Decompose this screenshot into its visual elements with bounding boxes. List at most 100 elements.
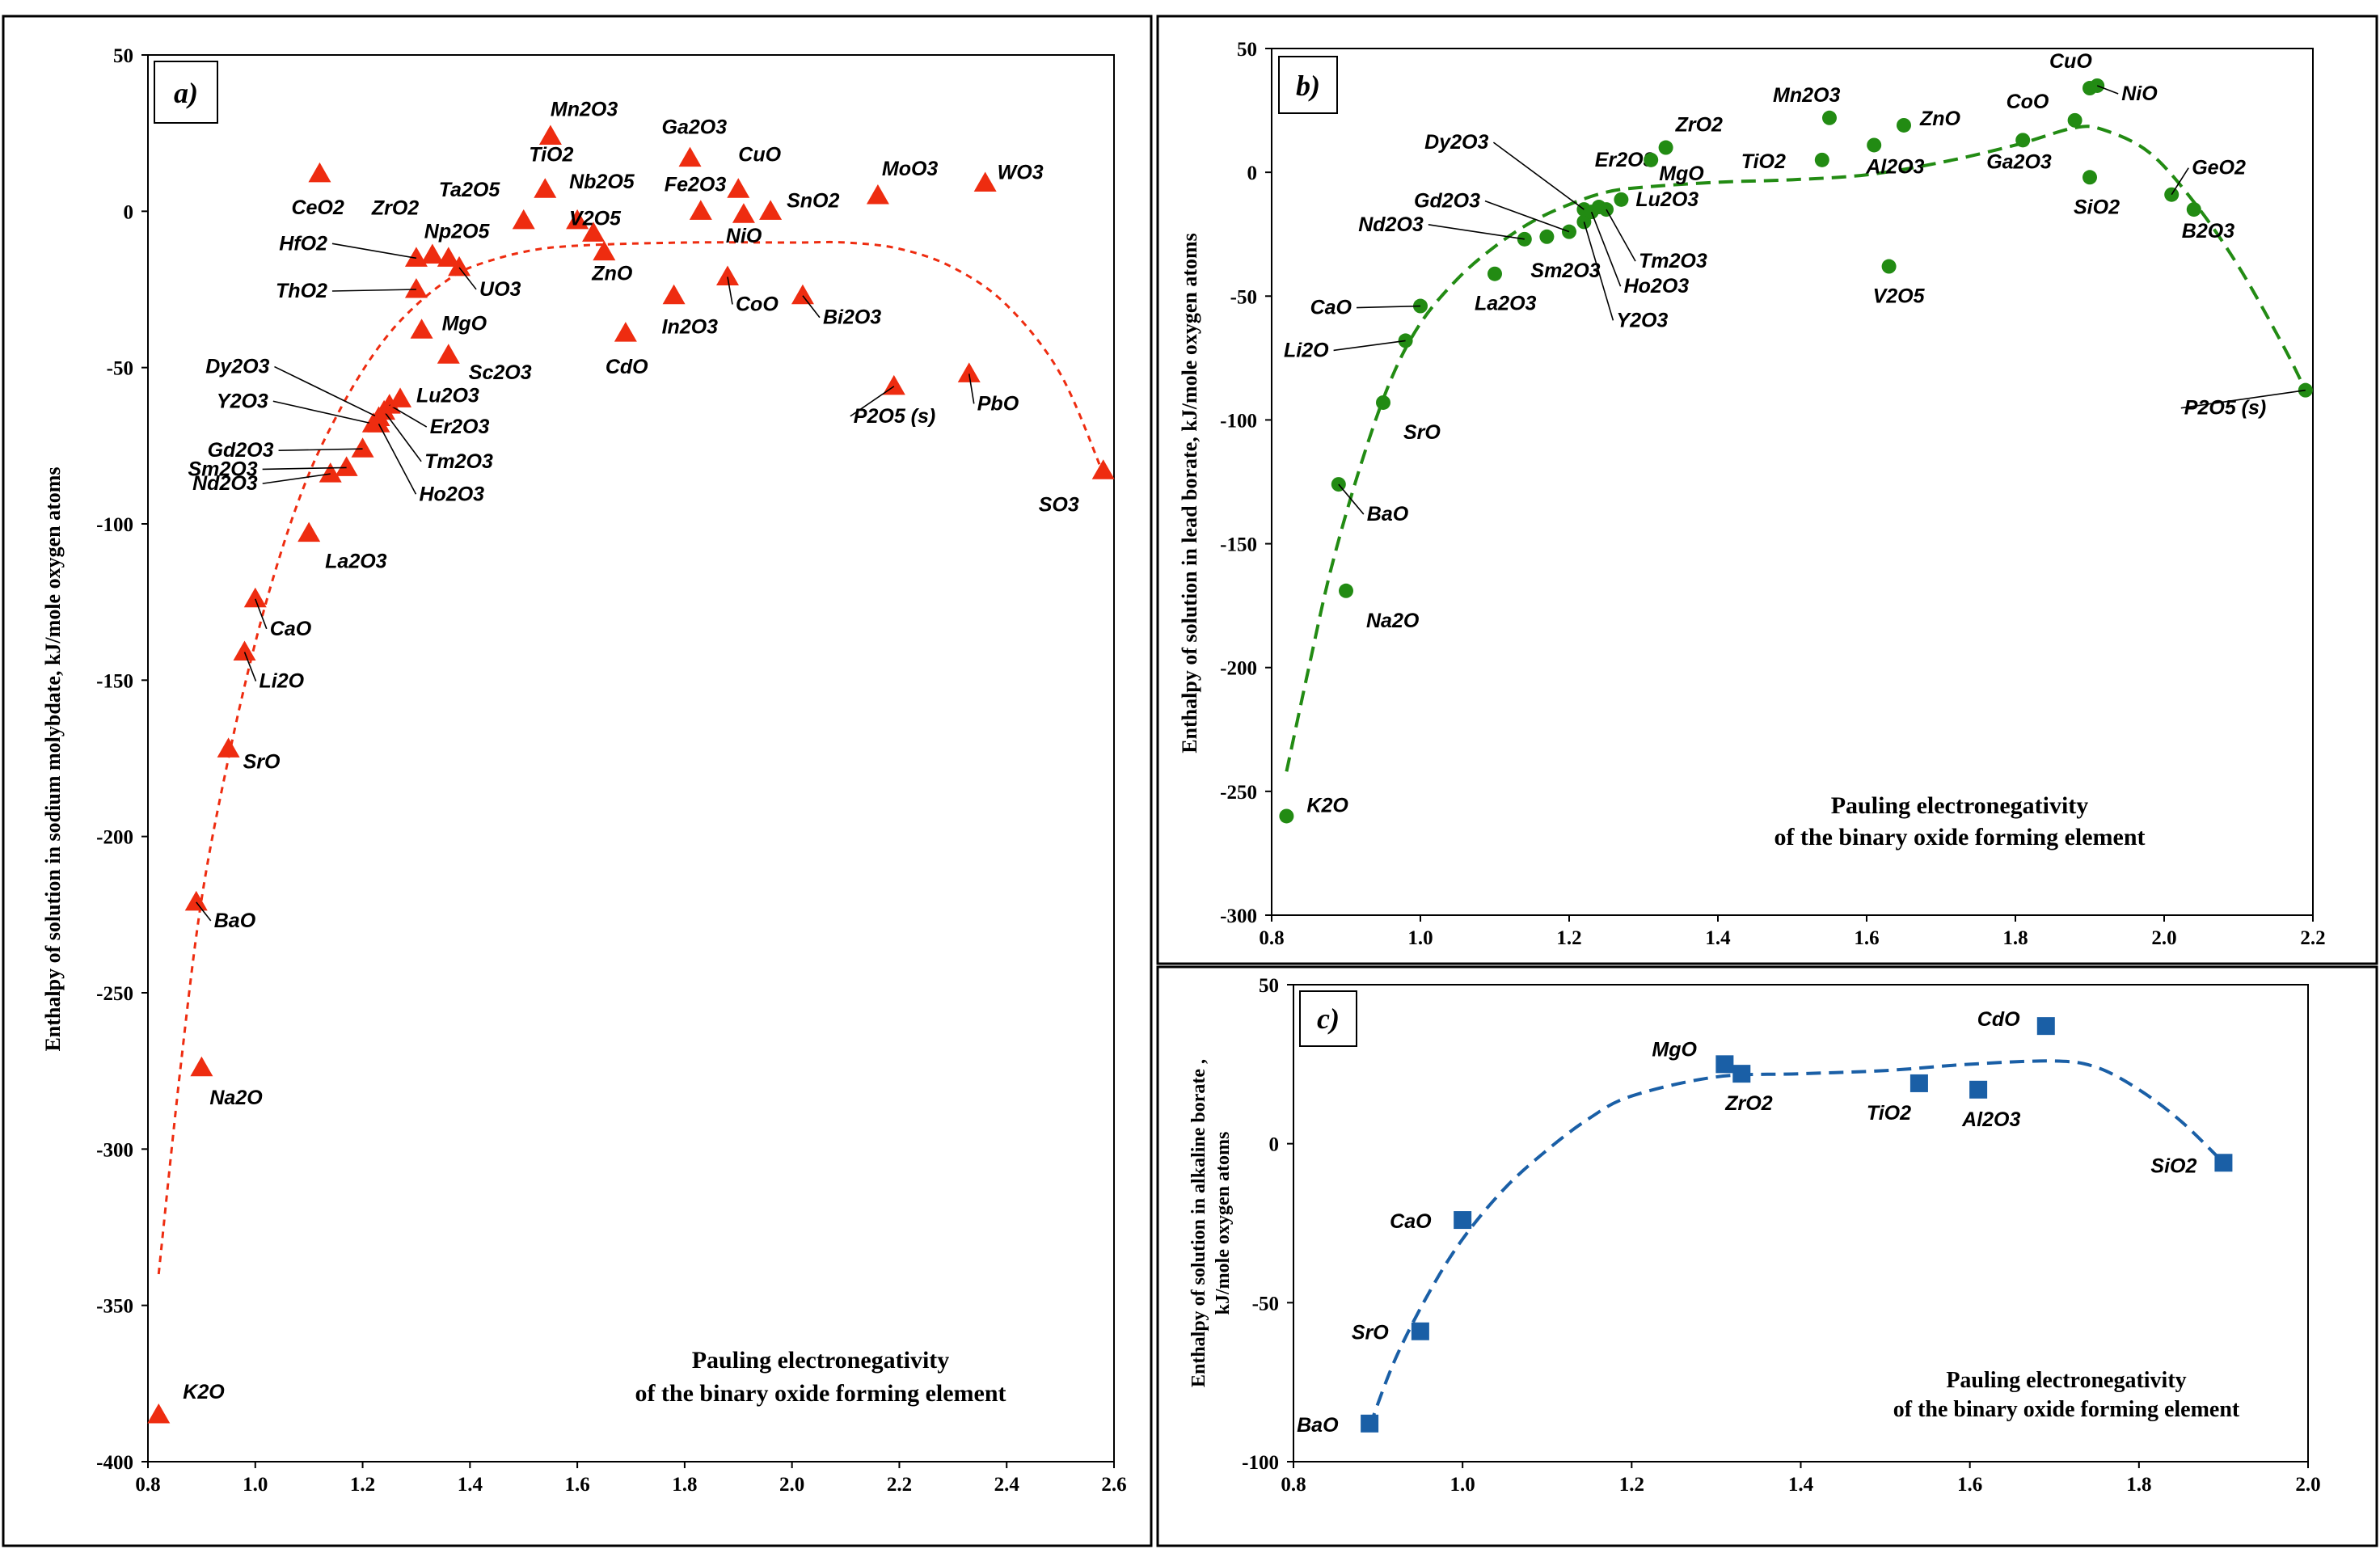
point-label-a-ceo2: CeO2 <box>291 196 344 219</box>
point-label-b-sm2o3: Sm2O3 <box>1530 260 1600 282</box>
data-point-a-na2o <box>190 1056 213 1077</box>
point-label-a-ga2o3: Ga2O3 <box>662 116 728 139</box>
point-label-c-sro: SrO <box>1352 1322 1389 1344</box>
data-point-c-zro2 <box>1732 1065 1751 1083</box>
point-label-a-so3: SO3 <box>1039 493 1079 516</box>
x-tick-label-a: 2.2 <box>887 1474 912 1496</box>
leader-line-b-bao <box>1338 483 1365 515</box>
data-point-a-moo3 <box>866 184 889 205</box>
point-label-c-cdo: CdO <box>1977 1008 2020 1031</box>
point-label-a-tho2: ThO2 <box>276 280 327 302</box>
leader-line-b-geo2 <box>2171 167 2189 196</box>
point-label-a-cdo: CdO <box>606 356 648 378</box>
leader-line-b-dy2o3 <box>1492 141 1585 210</box>
point-label-a-ta2o5: Ta2O5 <box>439 179 501 201</box>
leader-line-a-er2o3 <box>389 404 428 428</box>
data-point-a-la2o3 <box>298 521 321 542</box>
point-label-b-la2o3: La2O3 <box>1475 293 1537 315</box>
data-point-a-tio2 <box>534 178 557 198</box>
leader-line-b-tm2o3 <box>1606 209 1636 262</box>
data-point-c-bao <box>1361 1414 1379 1433</box>
point-label-b-p2o5-s: P2O5 (s) <box>2184 397 2266 420</box>
point-label-c-bao: BaO <box>1297 1414 1339 1437</box>
panel-a-frame <box>2 15 1153 1547</box>
x-tick-label-b: 1.8 <box>2002 927 2028 949</box>
data-point-b-coo <box>2067 112 2082 128</box>
axis-note-line2-b: of the binary oxide forming element <box>1774 824 2145 850</box>
data-point-b-sio2 <box>2082 170 2097 185</box>
x-tick-label-a: 2.0 <box>779 1474 804 1496</box>
data-point-a-sro <box>217 737 240 758</box>
y-axis-title-a: Enthalpy of solution in sodium molybdate… <box>41 466 65 1051</box>
point-label-a-na2o: Na2O <box>209 1087 263 1109</box>
y-tick-label-c: 50 <box>1259 975 1279 997</box>
point-label-a-li2o: Li2O <box>260 670 305 693</box>
point-label-b-k2o: K2O <box>1306 794 1348 817</box>
data-point-a-ceo2 <box>308 162 331 183</box>
y-tick-label-c: -50 <box>1252 1293 1279 1315</box>
x-tick-label-c: 1.4 <box>1788 1474 1814 1496</box>
point-label-a-v2o5: V2O5 <box>569 207 622 230</box>
point-label-a-wo3: WO3 <box>998 162 1044 184</box>
x-tick-label-c: 1.2 <box>1619 1474 1644 1496</box>
point-label-b-ho2o3: Ho2O3 <box>1624 275 1690 298</box>
data-point-a-fe2o3 <box>689 200 712 220</box>
point-label-a-bi2o3: Bi2O3 <box>823 306 881 329</box>
point-label-b-nio: NiO <box>2121 82 2158 105</box>
panel-label-box-c <box>1299 990 1357 1047</box>
data-point-a-ga2o3 <box>678 146 702 167</box>
leader-line-a-hfo2 <box>331 243 417 260</box>
leader-line-a-uo3 <box>458 267 477 290</box>
y-axis-title-line1-c: Enthalpy of solution in alkaline borate … <box>1188 1059 1209 1387</box>
point-label-a-in2o3: In2O3 <box>662 316 719 339</box>
chart-panel-c: c) Enthalpy of solution in alkaline bora… <box>1188 975 2321 1496</box>
data-point-a-sm2o3 <box>335 456 358 476</box>
x-tick-label-b: 2.0 <box>2151 927 2176 949</box>
point-label-b-y2o3: Y2O3 <box>1616 309 1668 331</box>
point-label-a-sno2: SnO2 <box>787 189 839 212</box>
y-tick-label-b: 50 <box>1237 39 1257 61</box>
panel-label-b: b) <box>1296 70 1320 102</box>
leader-line-b-p2o5-s <box>2180 389 2306 409</box>
y-axis-title-b: Enthalpy of solution in lead borate, kJ/… <box>1178 233 1201 753</box>
y-axis-title-line2-c: kJ/mole oxygen atoms <box>1213 1132 1234 1315</box>
data-point-a-hfo2 <box>404 247 428 267</box>
leader-line-a-y2o3 <box>272 400 374 425</box>
point-label-a-sro: SrO <box>243 750 281 773</box>
panel-label-c: c) <box>1317 1002 1340 1035</box>
data-point-b-mgo <box>1644 152 1659 167</box>
point-label-a-la2o3: La2O3 <box>325 551 387 573</box>
data-point-c-al2o3 <box>1969 1080 1988 1099</box>
point-label-a-hfo2: HfO2 <box>279 232 327 255</box>
data-point-a-in2o3 <box>662 284 686 305</box>
data-point-a-coo <box>716 265 739 286</box>
data-point-c-cdo <box>2036 1017 2055 1036</box>
x-tick-label-a: 1.0 <box>243 1474 268 1496</box>
data-point-a-gd2o3 <box>351 437 374 458</box>
leader-line-b-li2o <box>1333 340 1406 352</box>
point-label-a-nio: NiO <box>726 225 762 247</box>
leader-line-b-nd2o3 <box>1428 224 1525 240</box>
panel-label-box-b <box>1278 56 1338 114</box>
y-tick-label-a: -100 <box>96 514 133 536</box>
point-label-a-uo3: UO3 <box>479 278 521 301</box>
leader-line-b-nio <box>2096 85 2119 95</box>
data-point-b-er2o3 <box>1591 200 1606 215</box>
point-label-b-lu2o3: Lu2O3 <box>1635 188 1698 211</box>
axis-note-line2-c: of the binary oxide forming element <box>1893 1397 2240 1422</box>
leader-line-a-p2o5-s <box>850 386 895 417</box>
panel-b-frame <box>1156 15 2378 965</box>
leader-line-a-bi2o3 <box>802 295 821 319</box>
leader-line-b-ho2o3 <box>1590 211 1622 287</box>
x-tick-label-c: 2.0 <box>2295 1474 2320 1496</box>
x-tick-label-b: 1.2 <box>1556 927 1581 949</box>
data-point-a-uo3 <box>448 255 471 276</box>
y-tick-label-a: -350 <box>96 1296 133 1318</box>
x-tick-label-b: 1.4 <box>1705 927 1731 949</box>
y-tick-label-b: 0 <box>1247 162 1258 184</box>
point-label-b-al2o3: Al2O3 <box>1865 155 1924 178</box>
leader-line-a-coo <box>727 276 733 305</box>
trend-curve-b <box>1285 125 2307 772</box>
y-tick-label-a: 0 <box>124 201 134 223</box>
